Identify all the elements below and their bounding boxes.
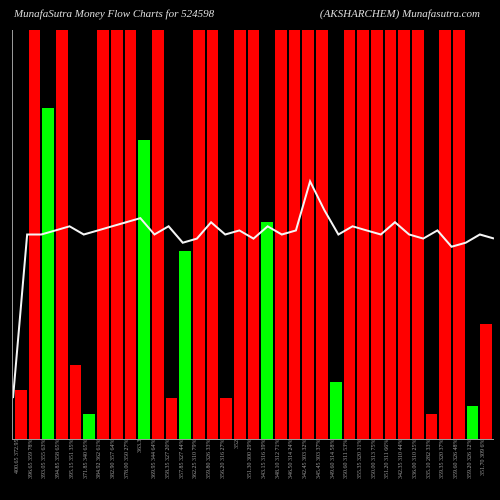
bar-8: [125, 30, 137, 439]
x-label-7: 382.90 357 64%: [110, 440, 122, 500]
x-label-10: 369.95 344 64%: [151, 440, 163, 500]
x-label-13: 362.25 310 79%: [192, 440, 204, 500]
x-label-12: 357.85 327 44%: [179, 440, 191, 500]
x-label-29: 336.00 310 25%: [412, 440, 424, 500]
bar-26: [371, 30, 383, 439]
bar-1: [29, 30, 41, 439]
bar-16: [234, 30, 246, 439]
x-label-6: 384.92 362 61%: [96, 440, 108, 500]
x-label-15: 356.20 316 27%: [220, 440, 232, 500]
bar-17: [248, 30, 260, 439]
x-label-18: 343.15 316 39%: [261, 440, 273, 500]
chart-title-right: (AKSHARCHEM) Munafasutra.com: [320, 8, 480, 20]
x-label-20: 346.50 314 24%: [288, 440, 300, 500]
x-label-9: 363.3: [137, 440, 149, 500]
bar-9: [138, 140, 150, 439]
chart-title-left: MunafaSutra Money Flow Charts for 524598: [14, 8, 214, 20]
x-label-23: 349.60 314 58%: [330, 440, 342, 500]
x-axis-labels: 400.65 372.95396.65 359 78%393.05 355 63…: [12, 440, 494, 500]
x-label-0: 400.65 372.95: [14, 440, 26, 500]
x-label-16: 352: [234, 440, 246, 500]
bar-10: [152, 30, 164, 439]
x-label-21: 342.45 303 32%: [302, 440, 314, 500]
bar-19: [275, 30, 287, 439]
bar-27: [385, 30, 397, 439]
x-label-3: 394.85 358 65%: [55, 440, 67, 500]
x-label-11: 358.35 327 20%: [165, 440, 177, 500]
x-label-24: 350.60 311 53%: [343, 440, 355, 500]
bar-25: [357, 30, 369, 439]
x-label-14: 359.80 326 33%: [206, 440, 218, 500]
x-label-27: 351.20 311 66%: [384, 440, 396, 500]
bar-14: [207, 30, 219, 439]
bar-20: [289, 30, 301, 439]
bar-18: [261, 222, 273, 439]
bar-30: [426, 414, 438, 439]
x-label-28: 342.35 310 44%: [398, 440, 410, 500]
bar-33: [467, 406, 479, 439]
x-label-33: 359.20 326 12%: [467, 440, 479, 500]
bar-21: [302, 30, 314, 439]
bar-15: [220, 398, 232, 439]
bar-0: [15, 390, 27, 439]
x-label-32: 359.60 326 48%: [453, 440, 465, 500]
chart-container: MunafaSutra Money Flow Charts for 524598…: [0, 0, 500, 500]
bar-7: [111, 30, 123, 439]
x-label-17: 351.30 300 29%: [247, 440, 259, 500]
bar-34: [480, 324, 492, 439]
x-label-25: 355.35 320 31%: [357, 440, 369, 500]
bar-32: [453, 30, 465, 439]
x-label-8: 378.00 350 27%: [124, 440, 136, 500]
bar-23: [330, 382, 342, 439]
bar-29: [412, 30, 424, 439]
x-label-5: 371.85 340 65%: [83, 440, 95, 500]
x-label-22: 345.45 303 37%: [316, 440, 328, 500]
x-label-34: 351.70 309 6%: [480, 440, 492, 500]
x-label-19: 348.10 312 71%: [275, 440, 287, 500]
x-label-31: 359.35 320 37%: [439, 440, 451, 500]
x-label-1: 396.65 359 78%: [28, 440, 40, 500]
bar-24: [344, 30, 356, 439]
x-label-26: 350.00 313 75%: [371, 440, 383, 500]
x-label-2: 393.05 355 63%: [41, 440, 53, 500]
bar-12: [179, 251, 191, 439]
bar-22: [316, 30, 328, 439]
bar-28: [398, 30, 410, 439]
bar-13: [193, 30, 205, 439]
x-label-4: 395.15 351 35%: [69, 440, 81, 500]
bar-5: [83, 414, 95, 439]
bar-11: [166, 398, 178, 439]
bar-group: [13, 30, 494, 439]
plot-area: [12, 30, 494, 440]
bar-3: [56, 30, 68, 439]
bar-6: [97, 30, 109, 439]
bar-31: [439, 30, 451, 439]
bar-4: [70, 365, 82, 439]
bar-2: [42, 108, 54, 439]
x-label-30: 335.10 282 33%: [426, 440, 438, 500]
